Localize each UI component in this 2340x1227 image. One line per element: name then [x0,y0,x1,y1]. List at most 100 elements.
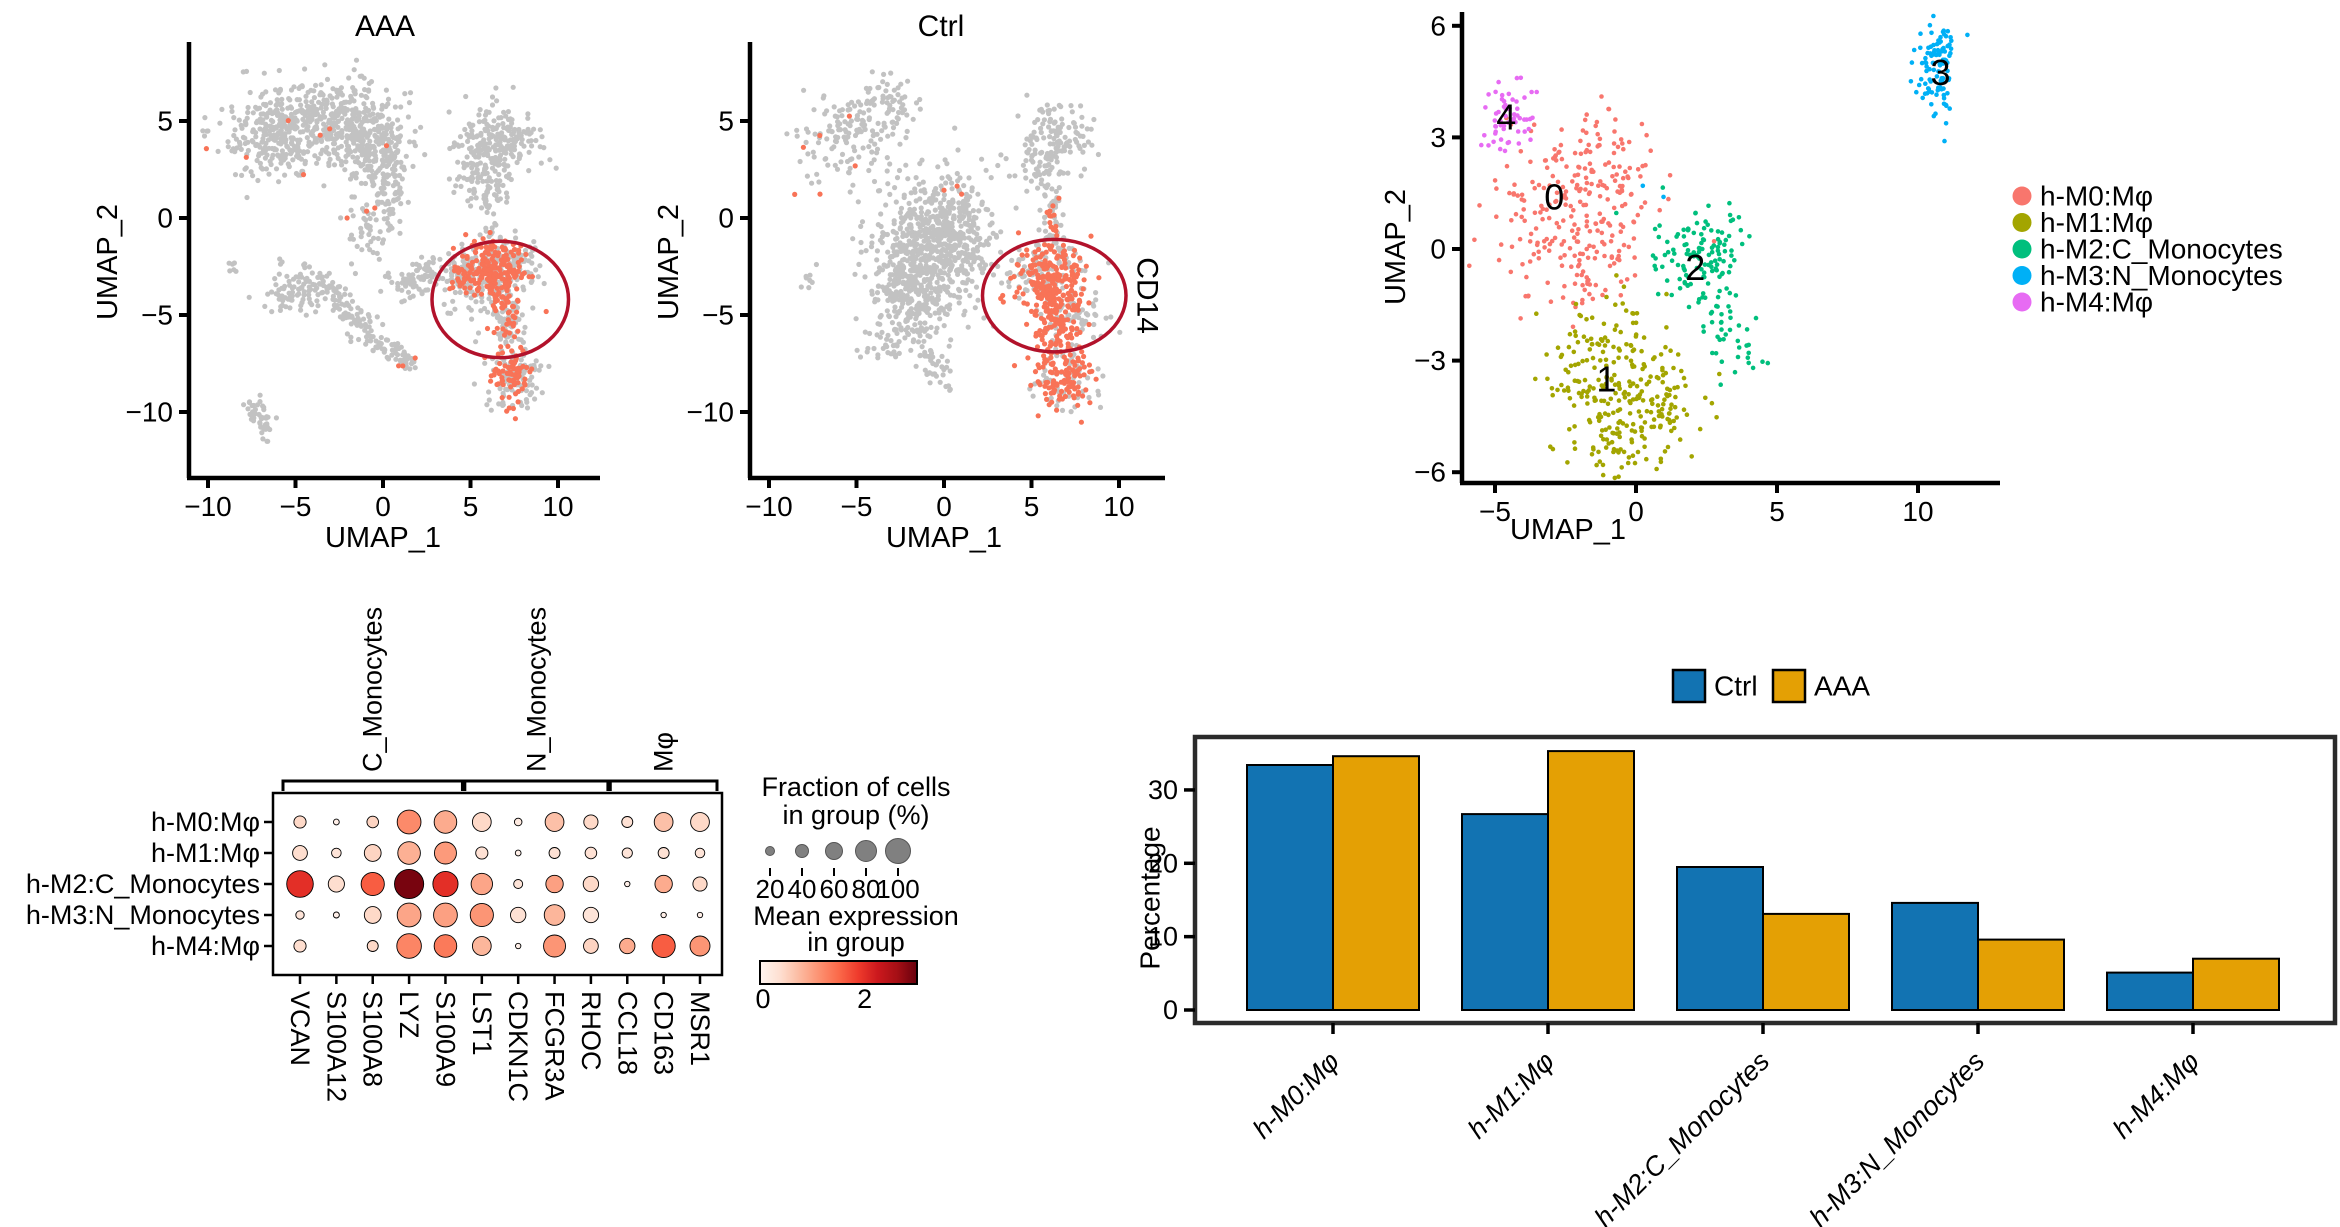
cluster-point [1571,403,1577,408]
umap-gray-point [941,196,947,203]
umap-gray-point [923,326,930,332]
umap-highlight-point [959,191,965,197]
umap-highlight-point [1037,382,1043,388]
umap-gray-point [345,143,351,149]
umap-highlight-point [1058,298,1064,304]
umap-gray-point [895,310,901,316]
umap-gray-point [1046,171,1052,177]
cluster-point [1519,214,1524,220]
umap-highlight-point [1024,247,1030,253]
cluster-point [1559,352,1565,358]
umap-gray-point [245,104,251,111]
umap-highlight-point [1053,228,1059,234]
umap-highlight-point [1041,289,1047,295]
cluster-point [1709,400,1715,406]
umap-gray-point [537,263,543,269]
umap-gray-point [493,85,499,91]
umap-gray-point [1100,373,1106,379]
cluster-point [1664,325,1669,330]
umap-gray-point [318,137,324,143]
umap-highlight-point [1071,319,1077,325]
umap-gray-point [412,365,418,371]
umap-gray-point [906,277,913,283]
umap-gray-point [419,291,425,297]
umap-highlight-point [1070,253,1076,259]
umap-gray-point [526,168,532,174]
cluster-point [1553,198,1559,204]
cluster-point [1567,427,1572,432]
umap-gray-point [296,148,303,154]
umap-highlight-point [1045,283,1051,289]
umap-gray-point [288,104,294,110]
umap-gray-point [306,264,312,270]
umap-gray-point [477,107,483,113]
umap-gray-point [267,100,273,106]
umap-gray-point [933,329,939,335]
umap-gray-point [288,135,294,141]
umap-gray-point [954,267,960,273]
umap-gray-point [250,173,256,179]
umap-highlight-point [514,286,520,292]
umap-gray-point [1085,139,1091,145]
umap-gray-point [1047,167,1053,173]
umap-gray-point [926,255,932,261]
umap-gray-point [939,175,945,181]
umap-highlight-point [1068,325,1075,331]
umap-highlight-point [1025,355,1031,361]
umap-gray-point [803,126,810,132]
umap-gray-point [932,310,938,316]
cluster-point [1584,394,1590,399]
umap-highlight-point [504,288,510,294]
umap-gray-point [1030,393,1036,399]
umap-highlight-point [463,290,469,296]
umap-highlight-point [1051,289,1057,295]
umap-gray-point [1003,156,1009,162]
umap-gray-point [954,170,960,177]
umap-highlight-point [484,325,491,332]
umap-gray-point [359,230,365,236]
umap-gray-point [365,163,371,169]
umap-gray-point [469,174,475,180]
umap-gray-point [302,66,308,72]
cluster-point [1477,203,1482,208]
cluster-point [1669,428,1674,434]
umap-gray-point [538,160,544,166]
umap-gray-point [416,286,422,292]
cluster-point [1522,218,1527,224]
umap-gray-point [537,127,543,133]
umap-gray-point [398,104,404,110]
umap-gray-point [407,139,413,145]
umap-gray-point [867,330,873,337]
cluster-point [1498,242,1504,247]
cluster-point [1532,185,1537,191]
umap-gray-point [941,192,948,198]
umap-highlight-point [1075,390,1081,396]
umap-gray-point [309,99,315,105]
cluster-point [1611,344,1616,350]
umap-highlight-point [1072,362,1078,368]
umap-gray-point [1088,126,1094,132]
umap-gray-point [290,157,296,163]
umap-gray-point [263,89,269,95]
umap-gray-point [380,321,386,328]
umap-gray-point [918,282,924,288]
umap-gray-point [855,199,861,205]
cluster-point [1600,292,1605,298]
umap-gray-point [306,278,312,284]
cluster-point [1612,372,1617,378]
umap-highlight-point [504,321,510,327]
cluster-point [1575,339,1581,345]
umap-highlight-point [511,271,517,277]
umap-gray-point [918,233,924,239]
umap-gray-point [370,100,376,106]
cluster-point [1582,117,1588,123]
umap-gray-point [350,154,356,160]
umap-highlight-point [364,208,370,214]
umap-gray-point [360,138,366,144]
umap-gray-point [956,288,963,294]
cluster-point [1615,144,1621,150]
umap-gray-point [985,207,991,213]
umap-gray-point [445,310,451,316]
cluster-point [1577,262,1582,267]
cluster-point [1684,412,1690,418]
